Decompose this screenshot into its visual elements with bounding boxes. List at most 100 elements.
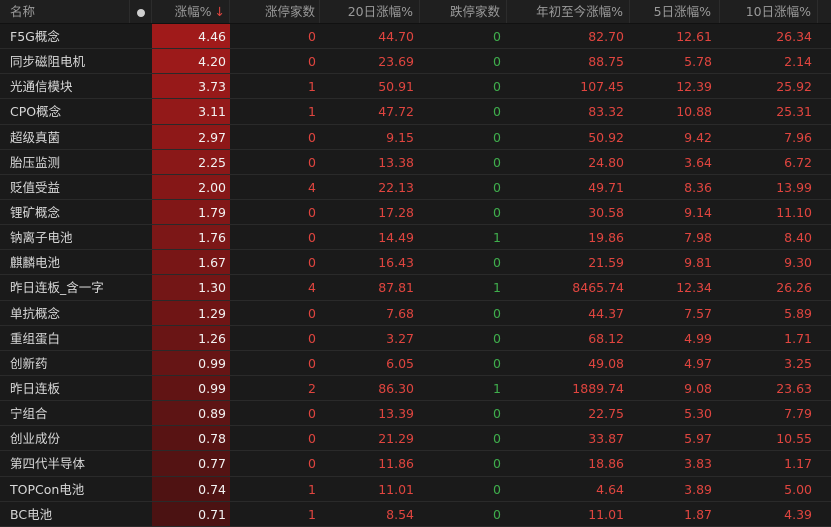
- limit-up-count: 0: [308, 29, 316, 44]
- col-header-limit-up[interactable]: 涨停家数: [230, 0, 320, 23]
- table-row[interactable]: 第四代半导体 0.77 0 11.86 0 18.86 3.83 1.17: [0, 451, 831, 477]
- col-header-20d[interactable]: 20日涨幅%: [320, 0, 420, 23]
- change-10d: 11.10: [776, 204, 812, 220]
- circle-dot-icon: [136, 8, 145, 17]
- change-5d: 7.57: [684, 305, 712, 321]
- limit-up-count: 0: [308, 406, 316, 422]
- change-20d: 13.39: [378, 406, 414, 422]
- change-pct: 3.73: [152, 74, 230, 99]
- row-dot: [130, 426, 152, 450]
- change-5d: 3.89: [684, 481, 712, 497]
- row-dot: [130, 451, 152, 475]
- sector-name: 光通信模块: [10, 79, 73, 95]
- change-pct: 2.97: [152, 124, 230, 149]
- limit-up-count: 0: [308, 330, 316, 346]
- change-pct: 1.79: [152, 199, 230, 225]
- table-row[interactable]: 宁组合 0.89 0 13.39 0 22.75 5.30 7.79: [0, 401, 831, 427]
- limit-down-count: 0: [493, 29, 501, 44]
- table-body: F5G概念 4.46 0 44.70 0 82.70 12.61 26.34 同步磁阻电机 4.2…: [0, 24, 831, 527]
- change-5d: 10.88: [676, 104, 712, 120]
- limit-down-count: 1: [493, 280, 501, 296]
- row-dot: [130, 477, 152, 501]
- change-20d: 9.15: [386, 129, 414, 145]
- limit-up-count: 1: [308, 79, 316, 95]
- table-row[interactable]: 贬值受益 2.00 4 22.13 0 49.71 8.36 13.99: [0, 174, 831, 200]
- change-10d: 1.71: [784, 330, 812, 346]
- change-pct: 1.76: [152, 225, 230, 250]
- limit-up-count: 0: [308, 129, 316, 145]
- col-header-dot[interactable]: [130, 0, 152, 23]
- change-5d: 12.61: [676, 29, 712, 44]
- table-row[interactable]: 昨日连板 0.99 2 86.30 1 1889.74 9.08 23.63: [0, 375, 831, 402]
- row-dot: [130, 175, 152, 199]
- limit-up-count: 1: [308, 506, 316, 522]
- table-row[interactable]: 锂矿概念 1.79 0 17.28 0 30.58 9.14 11.10: [0, 199, 831, 226]
- table-row[interactable]: 同步磁阻电机 4.20 0 23.69 0 88.75 5.78 2.14: [0, 49, 831, 75]
- sector-name: 钠离子电池: [10, 230, 73, 246]
- table-row[interactable]: 光通信模块 3.73 1 50.91 0 107.45 12.39 25.92: [0, 74, 831, 100]
- table-row[interactable]: 创新药 0.99 0 6.05 0 49.08 4.97 3.25: [0, 350, 831, 376]
- change-pct: 1.29: [152, 300, 230, 325]
- sector-name: 创业成份: [10, 431, 61, 447]
- row-dot: [130, 275, 152, 299]
- table-row[interactable]: CPO概念 3.11 1 47.72 0 83.32 10.88 25.31: [0, 99, 831, 125]
- col-header-10d[interactable]: 10日涨幅%: [720, 0, 818, 23]
- change-5d: 9.81: [684, 255, 712, 271]
- limit-up-count: 4: [308, 179, 316, 195]
- col-header-limit-down[interactable]: 跌停家数: [420, 0, 507, 23]
- change-pct: 0.99: [152, 350, 230, 375]
- limit-down-count: 0: [493, 129, 501, 145]
- limit-up-count: 0: [308, 456, 316, 472]
- table-row[interactable]: 麒麟电池 1.67 0 16.43 0 21.59 9.81 9.30: [0, 250, 831, 276]
- row-dot: [130, 301, 152, 325]
- sector-name: 第四代半导体: [10, 456, 86, 472]
- change-5d: 12.34: [676, 280, 712, 296]
- limit-up-count: 4: [308, 280, 316, 296]
- col-header-name[interactable]: 名称: [0, 0, 130, 23]
- table-row[interactable]: 胎压监测 2.25 0 13.38 0 24.80 3.64 6.72: [0, 149, 831, 175]
- table-row[interactable]: 超级真菌 2.97 0 9.15 0 50.92 9.42 7.96: [0, 124, 831, 150]
- sector-name: BC电池: [10, 506, 53, 522]
- table-row[interactable]: 昨日连板_含一字 1.30 4 87.81 1 8465.74 12.34 26.26: [0, 275, 831, 301]
- col-header-change[interactable]: 涨幅% ↓: [152, 0, 230, 23]
- limit-up-count: 1: [308, 104, 316, 120]
- table-row[interactable]: 创业成份 0.78 0 21.29 0 33.87 5.97 10.55: [0, 426, 831, 452]
- change-5d: 5.30: [684, 406, 712, 422]
- limit-down-count: 0: [493, 179, 501, 195]
- change-pct: 1.30: [152, 275, 230, 300]
- change-pct: 4.46: [152, 24, 230, 49]
- change-ytd: 49.08: [588, 355, 624, 371]
- change-10d: 26.34: [776, 29, 812, 44]
- change-10d: 9.30: [784, 255, 812, 271]
- table-row[interactable]: 钠离子电池 1.76 0 14.49 1 19.86 7.98 8.40: [0, 225, 831, 251]
- change-5d: 1.87: [684, 506, 712, 522]
- table-row[interactable]: BC电池 0.71 1 8.54 0 11.01 1.87 4.39: [0, 501, 831, 527]
- table-row[interactable]: F5G概念 4.46 0 44.70 0 82.70 12.61 26.34: [0, 24, 831, 50]
- change-pct: 3.11: [152, 99, 230, 124]
- table-row[interactable]: 重组蛋白 1.26 0 3.27 0 68.12 4.99 1.71: [0, 325, 831, 351]
- change-20d: 14.49: [378, 230, 414, 246]
- change-ytd: 18.86: [588, 456, 624, 472]
- change-20d: 16.43: [378, 255, 414, 271]
- limit-down-count: 0: [493, 406, 501, 422]
- table-row[interactable]: TOPCon电池 0.74 1 11.01 0 4.64 3.89 5.00: [0, 476, 831, 502]
- col-header-5d[interactable]: 5日涨幅%: [630, 0, 720, 23]
- change-5d: 4.99: [684, 330, 712, 346]
- row-dot: [130, 74, 152, 98]
- change-ytd: 4.64: [596, 481, 624, 497]
- change-ytd: 50.92: [588, 129, 624, 145]
- change-pct: 0.74: [152, 476, 230, 501]
- limit-down-count: 0: [493, 204, 501, 220]
- sector-name: 麒麟电池: [10, 255, 61, 271]
- change-10d: 4.39: [784, 506, 812, 522]
- row-dot: [130, 250, 152, 274]
- col-header-ytd[interactable]: 年初至今涨幅%: [507, 0, 630, 23]
- sector-name: TOPCon电池: [10, 481, 85, 497]
- change-20d: 7.68: [386, 305, 414, 321]
- row-dot: [130, 125, 152, 149]
- limit-up-count: 0: [308, 54, 316, 70]
- change-10d: 7.79: [784, 406, 812, 422]
- table-row[interactable]: 单抗概念 1.29 0 7.68 0 44.37 7.57 5.89: [0, 300, 831, 326]
- sector-name: 胎压监测: [10, 154, 61, 170]
- col-header-change-label: 涨幅%: [174, 4, 212, 19]
